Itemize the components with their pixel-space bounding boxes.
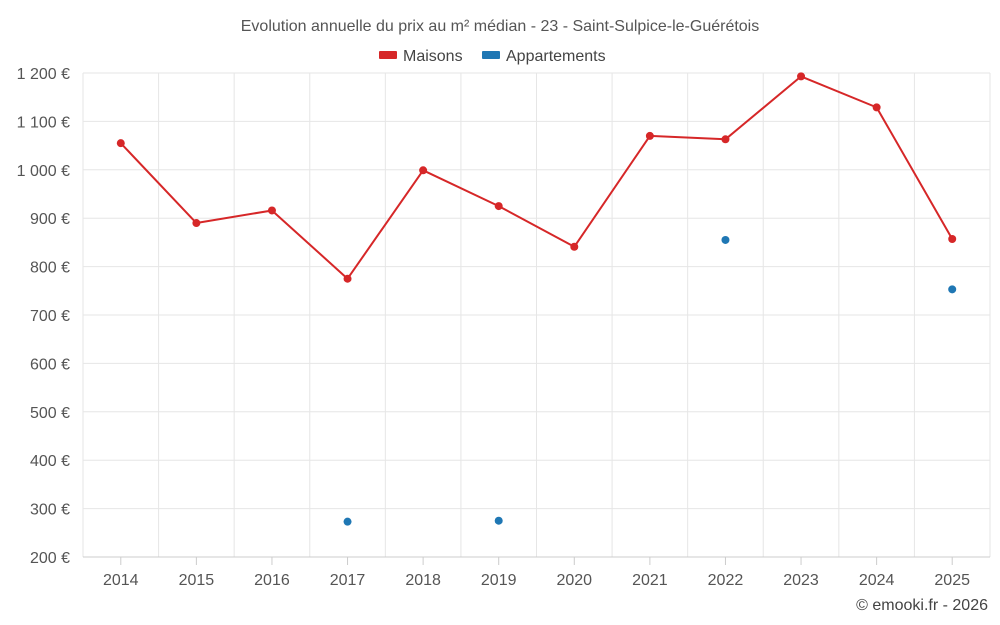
x-axis: 2014 2015 2016 2017 2018 2019 2020 2021 2022 2023… [83, 556, 990, 589]
data-point-maisons[interactable] [419, 166, 428, 175]
data-point-appartements[interactable] [721, 235, 730, 244]
legend-item-appartements[interactable]: Appartements [482, 48, 606, 65]
x-tick-label: 2016 [254, 572, 290, 589]
y-tick-label: 1 000 € [17, 163, 70, 180]
series-line-maisons [120, 75, 954, 280]
data-point-appartements[interactable] [343, 517, 352, 526]
data-point-appartements[interactable] [494, 516, 503, 525]
y-axis: 200 € 300 € 400 € 500 € 600 € 700 € 800 € 900 €… [17, 66, 70, 567]
legend-label-appartements: Appartements [506, 48, 606, 65]
credit-text: © emooki.fr - 2026 [856, 597, 988, 614]
legend-swatch-appartements [482, 51, 500, 59]
data-point-maisons[interactable] [267, 206, 276, 215]
y-tick-label: 600 € [30, 356, 70, 373]
x-tick-label: 2025 [934, 572, 970, 589]
data-point-maisons[interactable] [494, 202, 503, 211]
x-tick-label: 2014 [103, 572, 139, 589]
data-point-maisons[interactable] [116, 139, 125, 148]
x-tick-label: 2022 [708, 572, 744, 589]
data-point-maisons[interactable] [721, 135, 730, 144]
x-tick-label: 2023 [783, 572, 819, 589]
data-point-maisons[interactable] [192, 219, 201, 228]
data-point-maisons[interactable] [948, 235, 957, 244]
chart-title: Evolution annuelle du prix au m² médian … [241, 18, 759, 35]
y-tick-label: 800 € [30, 260, 70, 277]
series [116, 72, 957, 526]
y-tick-label: 300 € [30, 502, 70, 519]
x-tick-label: 2018 [405, 572, 441, 589]
data-point-maisons[interactable] [872, 103, 881, 112]
x-tick-label: 2019 [481, 572, 517, 589]
x-tick-label: 2015 [179, 572, 215, 589]
y-tick-label: 700 € [30, 308, 70, 325]
y-tick-label: 400 € [30, 453, 70, 470]
y-tick-label: 200 € [30, 550, 70, 567]
grid [82, 72, 991, 557]
x-tick-label: 2020 [556, 572, 592, 589]
data-point-maisons[interactable] [570, 242, 579, 251]
y-tick-label: 1 100 € [17, 114, 70, 131]
legend-item-maisons[interactable]: Maisons [379, 48, 463, 65]
y-tick-label: 500 € [30, 405, 70, 422]
x-tick-label: 2024 [859, 572, 895, 589]
data-point-maisons[interactable] [645, 131, 654, 140]
data-point-maisons[interactable] [343, 274, 352, 283]
legend-swatch-maisons [379, 51, 397, 59]
x-tick-label: 2021 [632, 572, 668, 589]
data-point-maisons[interactable] [797, 72, 806, 81]
legend-label-maisons: Maisons [403, 48, 463, 65]
y-tick-label: 1 200 € [17, 66, 70, 83]
x-tick-label: 2017 [330, 572, 366, 589]
data-point-appartements[interactable] [948, 285, 957, 294]
legend: Maisons Appartements [379, 48, 606, 65]
y-tick-label: 900 € [30, 211, 70, 228]
